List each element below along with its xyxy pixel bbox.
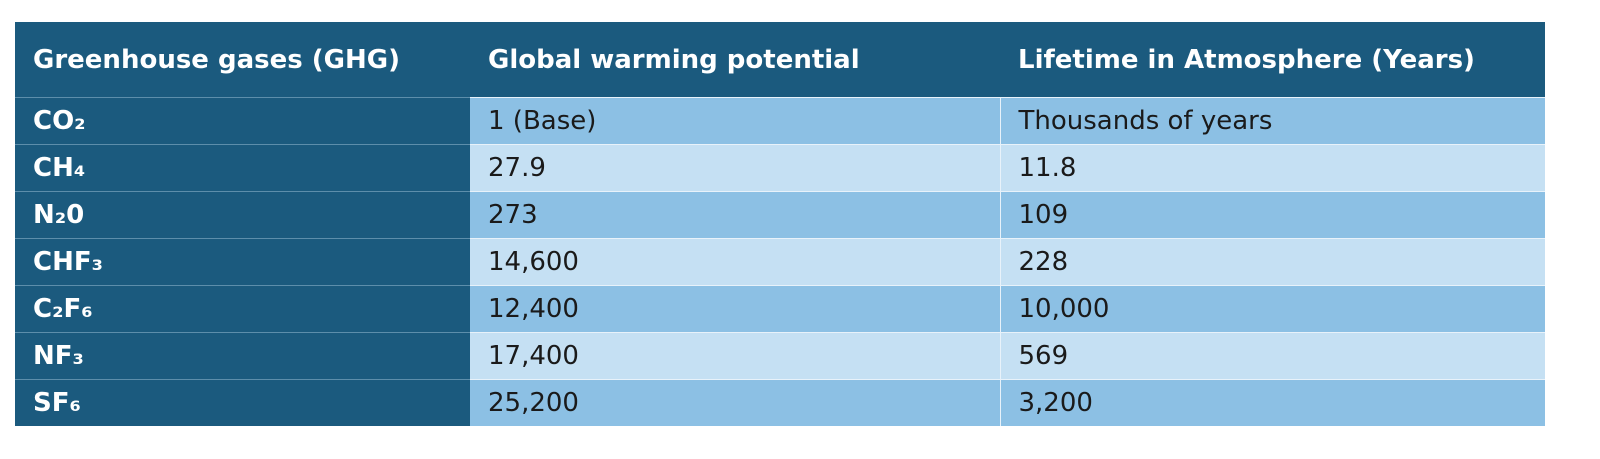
table-row: CHF₃ 14,600 228	[15, 238, 1545, 286]
table-header: Greenhouse gases (GHG) Global warming pot…	[15, 22, 1545, 98]
value-cell: 10,000	[999, 285, 1545, 333]
value-cell: 14,600	[470, 238, 1000, 286]
header-cell: Lifetime in Atmosphere (Years)	[1000, 22, 1545, 98]
value-cell: 3,200	[999, 379, 1545, 426]
value-cell: 569	[999, 332, 1545, 380]
table-row: CO₂ 1 (Base) Thousands of years	[15, 97, 1545, 145]
header-cell: Global warming potential	[470, 22, 1000, 98]
gas-cell: NF₃	[15, 332, 470, 380]
value-cell: 27.9	[470, 144, 1000, 192]
gas-cell: CHF₃	[15, 238, 470, 286]
header-cell: Greenhouse gases (GHG)	[15, 22, 470, 98]
table-row: SF₆ 25,200 3,200	[15, 379, 1545, 426]
value-cell: 25,200	[470, 379, 1000, 426]
value-cell: 273	[470, 191, 1000, 239]
value-cell: 12,400	[470, 285, 1000, 333]
ghg-table: Greenhouse gases (GHG) Global warming pot…	[15, 22, 1545, 426]
table-row: CH₄ 27.9 11.8	[15, 144, 1545, 192]
table-row: NF₃ 17,400 569	[15, 332, 1545, 380]
table-row: N₂0 273 109	[15, 191, 1545, 239]
gas-cell: CH₄	[15, 144, 470, 192]
value-cell: 17,400	[470, 332, 1000, 380]
value-cell: 228	[999, 238, 1545, 286]
table-body: CO₂ 1 (Base) Thousands of years CH₄ 27.9 11.8…	[15, 97, 1545, 426]
table-row: C₂F₆ 12,400 10,000	[15, 285, 1545, 333]
gas-cell: CO₂	[15, 97, 470, 145]
value-cell: Thousands of years	[999, 97, 1545, 145]
gas-cell: SF₆	[15, 379, 470, 426]
value-cell: 11.8	[999, 144, 1545, 192]
gas-cell: N₂0	[15, 191, 470, 239]
value-cell: 109	[999, 191, 1545, 239]
header-row: Greenhouse gases (GHG) Global warming pot…	[15, 22, 1545, 98]
gas-cell: C₂F₆	[15, 285, 470, 333]
value-cell: 1 (Base)	[470, 97, 1000, 145]
